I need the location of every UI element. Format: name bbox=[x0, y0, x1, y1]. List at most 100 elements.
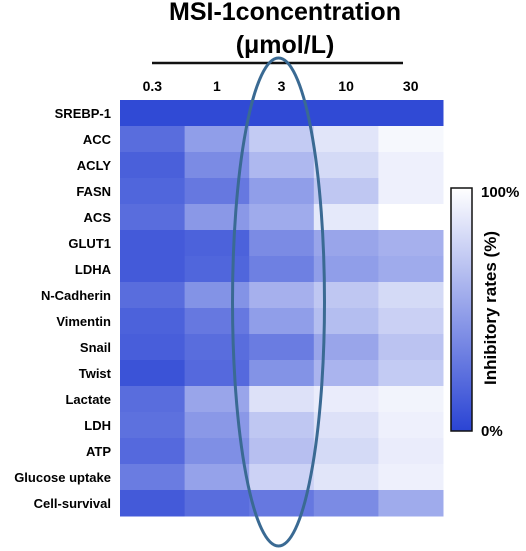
heatmap-cell bbox=[184, 334, 250, 361]
heatmap-cell bbox=[313, 386, 379, 413]
heatmap-cell bbox=[249, 204, 315, 231]
row-label: SREBP-1 bbox=[55, 106, 111, 121]
heatmap-cell bbox=[120, 230, 186, 257]
heatmap-cell bbox=[378, 360, 444, 387]
heatmap-cell bbox=[120, 490, 186, 517]
row-label: ATP bbox=[86, 444, 111, 459]
heatmap-cell bbox=[378, 438, 444, 465]
heatmap-cell bbox=[120, 334, 186, 361]
heatmap-cell bbox=[313, 490, 379, 517]
row-label: Glucose uptake bbox=[14, 470, 111, 485]
color-scale-min-label: 0% bbox=[481, 423, 503, 440]
heatmap-cell bbox=[378, 282, 444, 309]
heatmap-cell bbox=[378, 256, 444, 283]
heatmap-cell bbox=[313, 126, 379, 153]
color-scale: 100% 0% Inhibitory rates (%) bbox=[450, 184, 519, 440]
chart-subtitle: (μmol/L) bbox=[236, 31, 335, 59]
heatmap-cell bbox=[120, 360, 186, 387]
heatmap-cell bbox=[120, 178, 186, 205]
heatmap-cell bbox=[120, 100, 186, 127]
row-label: Twist bbox=[79, 366, 112, 381]
heatmap-cell bbox=[378, 334, 444, 361]
heatmap-cell bbox=[378, 100, 444, 127]
color-scale-title: Inhibitory rates (%) bbox=[481, 231, 500, 385]
highlight-ellipse-shape bbox=[231, 56, 326, 548]
heatmap-cell bbox=[120, 204, 186, 231]
heatmap-cell bbox=[378, 490, 444, 517]
heatmap-cell bbox=[249, 230, 315, 257]
heatmap-cell bbox=[184, 386, 250, 413]
heatmap-cell bbox=[120, 464, 186, 491]
row-label: LDH bbox=[84, 418, 111, 433]
heatmap-cell bbox=[249, 334, 315, 361]
heatmap-cell bbox=[249, 464, 315, 491]
heatmap-cell bbox=[120, 152, 186, 179]
column-label: 30 bbox=[403, 78, 419, 94]
heatmap-cell bbox=[184, 308, 250, 335]
heatmap-cell bbox=[249, 100, 315, 127]
heatmap-cell bbox=[249, 308, 315, 335]
column-label: 3 bbox=[278, 78, 286, 94]
heatmap-cell bbox=[120, 256, 186, 283]
heatmap-cell bbox=[184, 490, 250, 517]
heatmap-cell bbox=[249, 386, 315, 413]
heatmap-cell bbox=[184, 360, 250, 387]
heatmap-cell bbox=[249, 438, 315, 465]
heatmap-cell bbox=[313, 204, 379, 231]
color-scale-max-label: 100% bbox=[481, 184, 519, 201]
row-label: Snail bbox=[80, 340, 111, 355]
heatmap-cell bbox=[120, 438, 186, 465]
row-labels: SREBP-1 ACC ACLY FASN ACS GLUT1 LDHA N-Cadherin… bbox=[14, 106, 111, 511]
heatmap-cell bbox=[313, 438, 379, 465]
heatmap-cell bbox=[120, 412, 186, 439]
heatmap-cell bbox=[378, 230, 444, 257]
row-label: LDHA bbox=[75, 262, 112, 277]
row-label: GLUT1 bbox=[68, 236, 111, 251]
heatmap-cell bbox=[120, 126, 186, 153]
heatmap-cell bbox=[184, 230, 250, 257]
heatmap-cell bbox=[313, 360, 379, 387]
row-label: ACLY bbox=[77, 158, 112, 173]
row-label: Lactate bbox=[65, 392, 111, 407]
heatmap-cell bbox=[184, 464, 250, 491]
chart-title: MSI-1concentration bbox=[169, 0, 401, 26]
heatmap-cell bbox=[313, 464, 379, 491]
heatmap-cell bbox=[184, 256, 250, 283]
column-label: 10 bbox=[338, 78, 354, 94]
heatmap-cell bbox=[313, 178, 379, 205]
heatmap-cell bbox=[378, 126, 444, 153]
heatmap-cell bbox=[249, 256, 315, 283]
heatmap-cell bbox=[378, 178, 444, 205]
heatmap-cell bbox=[313, 100, 379, 127]
heatmap-cell bbox=[313, 412, 379, 439]
column-labels: 0.3 1 3 10 30 bbox=[143, 78, 419, 94]
row-label: N-Cadherin bbox=[41, 288, 111, 303]
heatmap-cell bbox=[249, 360, 315, 387]
heatmap-cell bbox=[184, 438, 250, 465]
row-label: FASN bbox=[76, 184, 111, 199]
color-scale-bar bbox=[450, 187, 473, 432]
heatmap-cell bbox=[249, 152, 315, 179]
heatmap-cell bbox=[120, 386, 186, 413]
heatmap-cell bbox=[184, 126, 250, 153]
heatmap-cell bbox=[184, 100, 250, 127]
heatmap-cell bbox=[249, 282, 315, 309]
column-label: 1 bbox=[213, 78, 221, 94]
heatmap-cell bbox=[378, 386, 444, 413]
heatmap-cell bbox=[184, 282, 250, 309]
highlight-ellipse bbox=[231, 56, 326, 548]
heatmap-cell bbox=[378, 308, 444, 335]
heatmap-cell bbox=[313, 152, 379, 179]
row-label: Vimentin bbox=[56, 314, 111, 329]
heatmap-cells bbox=[120, 100, 444, 517]
heatmap-cell bbox=[378, 464, 444, 491]
heatmap-cell bbox=[184, 204, 250, 231]
row-label: ACC bbox=[83, 132, 112, 147]
heatmap-cell bbox=[184, 178, 250, 205]
heatmap-cell bbox=[249, 178, 315, 205]
heatmap-cell bbox=[378, 412, 444, 439]
heatmap-cell bbox=[378, 152, 444, 179]
heatmap-cell bbox=[120, 282, 186, 309]
heatmap-cell bbox=[249, 126, 315, 153]
